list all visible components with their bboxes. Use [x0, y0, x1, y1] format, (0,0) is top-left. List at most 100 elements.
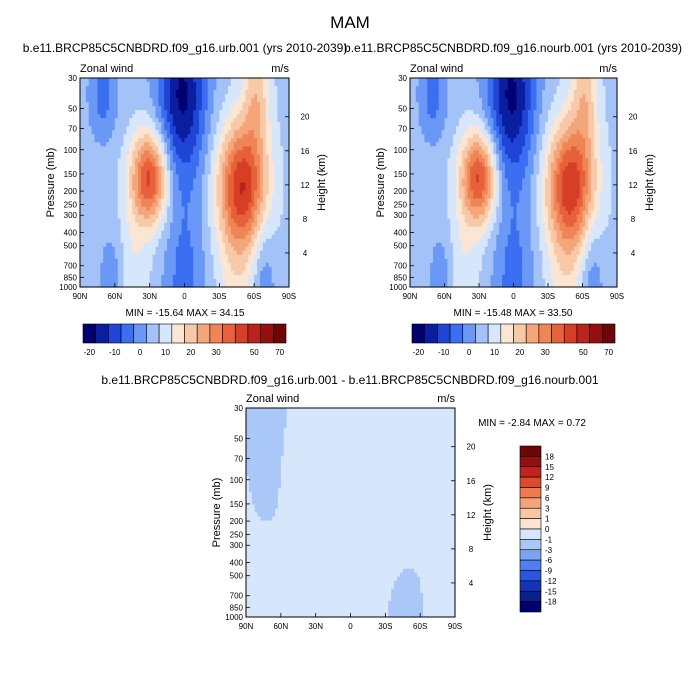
heatmap-cell — [97, 130, 101, 135]
heatmap-cell — [117, 90, 122, 95]
heatmap-cell — [248, 94, 252, 99]
heatmap-cell — [199, 134, 203, 139]
heatmap-cell — [251, 110, 255, 115]
heatmap-cell — [222, 110, 226, 115]
heatmap-cell — [201, 118, 206, 123]
heatmap-cell — [262, 130, 267, 135]
heatmap-cell — [106, 142, 110, 147]
heatmap-cell — [169, 146, 174, 151]
heatmap-cell — [82, 110, 87, 115]
heatmap-cell — [222, 106, 226, 111]
heatmap-cell — [164, 86, 168, 91]
heatmap-cell — [123, 86, 128, 91]
heatmap-cell — [184, 114, 188, 119]
heatmap-cell — [152, 126, 157, 131]
heatmap-cell — [283, 98, 287, 103]
heatmap-cell — [236, 78, 241, 83]
heatmap-cell — [286, 82, 290, 87]
heatmap-cell — [184, 78, 188, 83]
heatmap-cell — [169, 118, 174, 123]
heatmap-cell — [280, 106, 284, 111]
height-tick-label: 8 — [303, 215, 308, 224]
heatmap-cell — [239, 90, 244, 95]
heatmap-cell — [140, 118, 145, 123]
heatmap-cell — [82, 122, 87, 127]
heatmap-cell — [94, 130, 99, 135]
heatmap-cell — [242, 82, 247, 87]
heatmap-cell — [239, 98, 244, 103]
heatmap-cell — [100, 126, 104, 131]
heatmap-cell — [254, 138, 258, 143]
heatmap-cell — [175, 102, 180, 107]
heatmap-cell — [228, 142, 232, 147]
heatmap-cell — [181, 78, 186, 83]
heatmap-cell — [97, 94, 101, 99]
heatmap-cell — [181, 126, 186, 131]
heatmap-cell — [111, 122, 116, 127]
heatmap-cell — [97, 78, 101, 83]
heatmap-cell — [149, 86, 154, 91]
heatmap-cell — [225, 146, 229, 151]
heatmap-cell — [236, 118, 241, 123]
heatmap-cell — [181, 134, 186, 139]
heatmap-cell — [120, 114, 125, 119]
heatmap-cell — [245, 94, 249, 99]
heatmap-cell — [149, 78, 154, 83]
heatmap-cell — [190, 98, 194, 103]
y-tick-label: 70 — [68, 125, 77, 134]
heatmap-cell — [187, 82, 191, 87]
heatmap-cell — [167, 134, 171, 139]
heatmap-cell — [100, 86, 104, 91]
heatmap-cell — [201, 98, 206, 103]
heatmap-cell — [111, 98, 116, 103]
heatmap-cell — [265, 142, 270, 147]
heatmap-cell — [274, 130, 278, 135]
heatmap-cell — [259, 114, 264, 119]
heatmap-cell — [100, 134, 104, 139]
heatmap-cell — [271, 126, 276, 131]
heatmap-cell — [106, 90, 110, 95]
heatmap-cell — [82, 94, 87, 99]
heatmap-cell — [196, 138, 200, 143]
heatmap-cell — [143, 134, 148, 139]
heatmap-cell — [109, 134, 113, 139]
heatmap-cell — [259, 94, 264, 99]
heatmap-cell — [91, 98, 96, 103]
heatmap-cell — [146, 146, 151, 151]
heatmap-cell — [146, 82, 151, 87]
heatmap-cell — [283, 138, 287, 143]
heatmap-cell — [207, 86, 212, 91]
heatmap-cell — [158, 90, 162, 95]
heatmap-cell — [132, 94, 136, 99]
heatmap-cell — [126, 86, 130, 91]
heatmap-cell — [140, 122, 145, 127]
heatmap-cell — [82, 126, 87, 131]
heatmap-cell — [117, 142, 122, 147]
heatmap-cell — [210, 114, 215, 119]
heatmap-cell — [114, 114, 119, 119]
heatmap-cell — [114, 138, 119, 143]
heatmap-cell — [152, 110, 157, 115]
heatmap-cell — [140, 142, 145, 147]
heatmap-cell — [277, 94, 281, 99]
heatmap-cell — [222, 102, 226, 107]
heatmap-cell — [245, 98, 249, 103]
heatmap-cell — [199, 118, 203, 123]
heatmap-cell — [254, 118, 258, 123]
heatmap-cell — [265, 110, 270, 115]
heatmap-cell — [97, 134, 101, 139]
heatmap-cell — [135, 130, 139, 135]
heatmap-cell — [172, 146, 177, 151]
heatmap-cell — [222, 82, 226, 87]
heatmap-cell — [140, 94, 145, 99]
heatmap-cell — [184, 98, 188, 103]
heatmap-cell — [85, 78, 90, 83]
heatmap-cell — [193, 106, 197, 111]
heatmap-cell — [242, 126, 247, 131]
heatmap-cell — [106, 134, 110, 139]
heatmap-cell — [97, 90, 101, 95]
heatmap-cell — [225, 142, 229, 147]
heatmap-cell — [178, 134, 183, 139]
heatmap-cell — [233, 102, 238, 107]
heatmap-cell — [164, 94, 168, 99]
